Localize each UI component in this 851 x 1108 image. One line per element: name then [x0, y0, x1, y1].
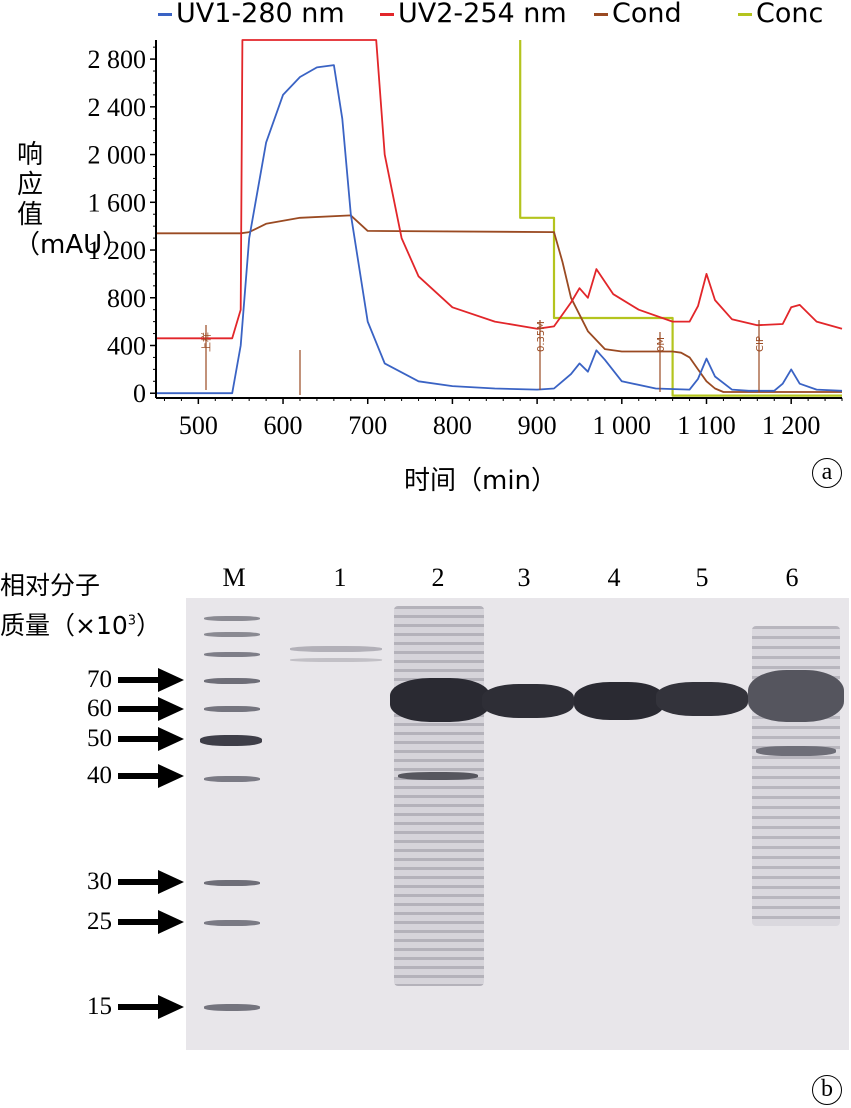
- sds-page-gel-image: [186, 598, 849, 1050]
- y-axis-label: 响应值（mAU）: [14, 140, 129, 260]
- arrow-15-icon: [118, 995, 184, 1019]
- gel-band: [290, 646, 382, 652]
- lane-label-2: 2: [431, 563, 445, 592]
- annotation-loading: 上样: [200, 332, 213, 352]
- gel-band: [204, 1004, 260, 1011]
- arrow-30-icon: [118, 870, 184, 894]
- annotation-035m: 0.35M: [536, 321, 547, 352]
- legend-uv1: UV1-280 nm: [158, 0, 345, 29]
- x-tick-label: 1 000: [593, 411, 652, 440]
- marker-label-60: 60: [87, 695, 112, 722]
- gel-ylabel-text: 质量（×10: [0, 611, 128, 640]
- gel-band: [574, 682, 664, 720]
- marker-label-25: 25: [87, 908, 112, 935]
- gel-band: [390, 678, 490, 722]
- y-tick-label: 1 200: [88, 236, 147, 265]
- gel-band: [204, 652, 260, 657]
- arrow-25-icon: [118, 910, 184, 934]
- y-tick-label: 2 800: [88, 45, 147, 74]
- y-tick-label: 1 600: [88, 188, 147, 217]
- legend-cond: Cond: [594, 0, 682, 29]
- legend-uv2-swatch: [380, 13, 394, 16]
- gel-ylabel-close: ）: [136, 611, 162, 640]
- chromatogram-chart: 上样 0.35M 0M CIP 0 400 800 1 200 1 600 2 000 2 …: [88, 39, 843, 440]
- marker-label-50: 50: [87, 725, 112, 752]
- arrow-60-icon: [118, 697, 184, 721]
- gel-band: [756, 746, 836, 756]
- arrow-70-icon: [118, 668, 184, 692]
- lane-label-m: M: [222, 563, 246, 592]
- gel-band: [482, 684, 574, 718]
- gel-ylabel-line2: 质量（×103）: [0, 606, 161, 642]
- x-tick-label: 700: [348, 411, 387, 440]
- x-axis-label: 时间（min）: [404, 466, 558, 496]
- marker-label-70: 70: [87, 666, 112, 693]
- annotation-cip: CIP: [755, 336, 766, 352]
- gel-band: [398, 772, 478, 780]
- marker-label-40: 40: [87, 762, 112, 789]
- gel-band: [204, 880, 260, 886]
- lane-label-6: 6: [785, 563, 799, 592]
- legend-conc-swatch: [738, 13, 752, 16]
- legend-uv2-label: UV2-254 nm: [398, 0, 567, 29]
- legend-uv2: UV2-254 nm: [380, 0, 567, 29]
- gel-band: [656, 682, 748, 716]
- gel-band: [204, 920, 260, 926]
- y-tick-label: 0: [133, 379, 146, 408]
- lane-label-3: 3: [517, 563, 531, 592]
- gel-band: [204, 706, 260, 712]
- gel-band: [204, 632, 260, 637]
- x-tick-label: 600: [264, 411, 303, 440]
- arrow-50-icon: [118, 727, 184, 751]
- gel-band: [204, 678, 260, 684]
- x-tick-label: 1 100: [677, 411, 736, 440]
- legend-uv1-label: UV1-280 nm: [176, 0, 345, 29]
- gel-band: [204, 616, 260, 621]
- lane-label-4: 4: [607, 563, 621, 592]
- x-tick-label: 900: [518, 411, 557, 440]
- series-line-conc: [519, 40, 842, 397]
- x-tick-label: 1 200: [762, 411, 821, 440]
- annotation-0m: 0M: [656, 337, 667, 352]
- annotation-layer: 上样 0.35M 0M CIP: [200, 320, 766, 395]
- gel-band: [290, 658, 382, 662]
- y-tick-label: 800: [107, 284, 146, 313]
- legend-conc-label: Conc: [756, 0, 824, 29]
- legend-cond-label: Cond: [612, 0, 682, 29]
- series-layer: [156, 39, 843, 397]
- legend-uv1-swatch: [158, 13, 172, 16]
- arrow-40-icon: [118, 764, 184, 788]
- panel-b-tag: b: [812, 1075, 842, 1105]
- marker-label-30: 30: [87, 868, 112, 895]
- gel-smear: [394, 606, 484, 986]
- y-tick-label: 400: [107, 331, 146, 360]
- panel-a-tag: a: [812, 458, 842, 488]
- x-tick-label: 800: [433, 411, 472, 440]
- series-line-uv1-280-nm: [156, 64, 843, 395]
- gel-ylabel-line1: 相对分子: [0, 571, 101, 600]
- legend-conc: Conc: [738, 0, 823, 29]
- gel-band: [748, 670, 844, 722]
- marker-label-15: 15: [87, 993, 112, 1020]
- series-line-cond: [156, 214, 842, 393]
- gel-ylabel-sup: 3: [127, 613, 137, 629]
- y-tick-label: 2 000: [88, 141, 147, 170]
- gel-band: [200, 735, 262, 746]
- legend-cond-swatch: [594, 13, 608, 16]
- series-line-uv2-254-nm: [156, 39, 843, 340]
- y-tick-label: 2 400: [88, 93, 147, 122]
- x-tick-label: 500: [179, 411, 218, 440]
- axes: 0 400 800 1 200 1 600 2 000 2 400 2 800 500 600 70…: [88, 40, 843, 440]
- gel-band: [204, 776, 260, 782]
- lane-label-5: 5: [695, 563, 709, 592]
- lane-label-1: 1: [333, 563, 347, 592]
